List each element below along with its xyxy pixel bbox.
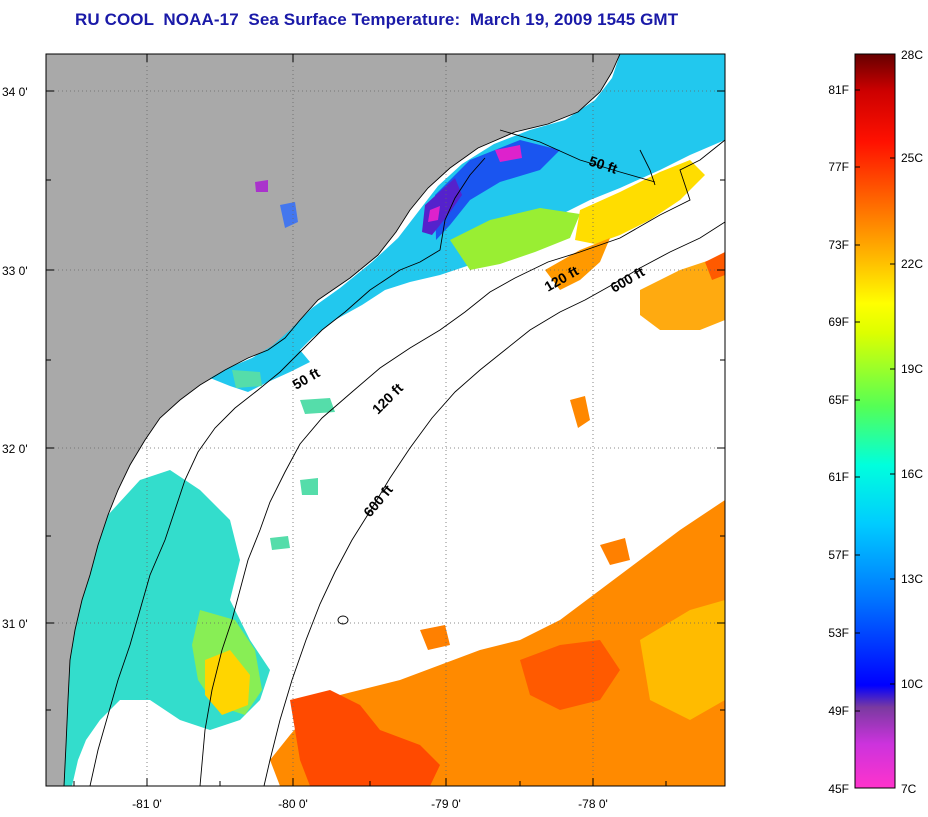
sst-yellow-band [575, 160, 705, 244]
sst-island-mag [255, 180, 268, 192]
sst-island-cool [280, 202, 298, 228]
sst-gulfstream-red2 [520, 640, 620, 710]
lon-label: -80 0' [278, 797, 308, 811]
colorbar-f-label: 49F [828, 704, 849, 718]
colorbar-f-label: 77F [828, 160, 849, 174]
lon-label: -79 0' [431, 797, 461, 811]
sst-red-east [705, 252, 725, 280]
sst-map: 50 ft 120 ft 600 ft 50 ft 120 ft 600 ft [46, 54, 725, 786]
lat-label: 33 0' [2, 264, 28, 278]
colorbar-f-label: 69F [828, 315, 849, 329]
land-mass [46, 54, 620, 786]
colorbar-f-label: 73F [828, 238, 849, 252]
lat-label: 34 0' [2, 85, 28, 99]
colorbar-c-label: 19C [901, 362, 923, 376]
colorbar-c-label: 7C [901, 782, 917, 796]
sst-orange-gs-north [545, 238, 610, 290]
sst-south-yellow [205, 650, 250, 715]
lon-label: -81 0' [132, 797, 162, 811]
colorbar-f-label: 61F [828, 470, 849, 484]
colorbar-c-label: 28C [901, 48, 923, 62]
colorbar-c-label: 22C [901, 257, 923, 271]
colorbar-c-label: 10C [901, 677, 923, 691]
contour-50ft [89, 129, 656, 786]
sst-orange-spot [570, 396, 590, 428]
colorbar-f-label: 81F [828, 83, 849, 97]
sst-cool-band [210, 54, 725, 392]
contour-120ft [199, 139, 725, 786]
colorbar-f-label: 53F [828, 626, 849, 640]
sst-green-band [450, 208, 580, 270]
colorbar-f-label: 57F [828, 548, 849, 562]
sst-deep-blue [435, 140, 560, 240]
sst-gulfstream-south [270, 500, 725, 786]
sst-gulfstream-yellow [640, 600, 725, 720]
colorbar-gradient [854, 53, 896, 789]
contour-600ft [263, 221, 725, 786]
coastline [63, 54, 621, 786]
sst-gulfstream-red [290, 690, 440, 786]
sst-orange-east [640, 255, 725, 330]
page-title: RU COOL NOAA-17 Sea Surface Temperature:… [75, 10, 679, 29]
colorbar-c-label: 16C [901, 467, 923, 481]
seamount-contour [337, 615, 349, 625]
sst-patch-mid [420, 538, 630, 650]
colorbar-f-label: 65F [828, 393, 849, 407]
axis-ticks [46, 54, 725, 786]
map-frame [45, 53, 726, 787]
colorbar: 81F 77F 73F 69F 65F 61F 57F 53F 49F 45F … [828, 48, 923, 796]
sst-magenta [428, 145, 522, 222]
colorbar-c-label: 25C [901, 151, 923, 165]
colorbar-c-label: 13C [901, 572, 923, 586]
lat-label: 31 0' [2, 617, 28, 631]
lat-label: 32 0' [2, 442, 28, 456]
lon-label: -78 0' [578, 797, 608, 811]
colorbar-f-label: 45F [828, 782, 849, 796]
